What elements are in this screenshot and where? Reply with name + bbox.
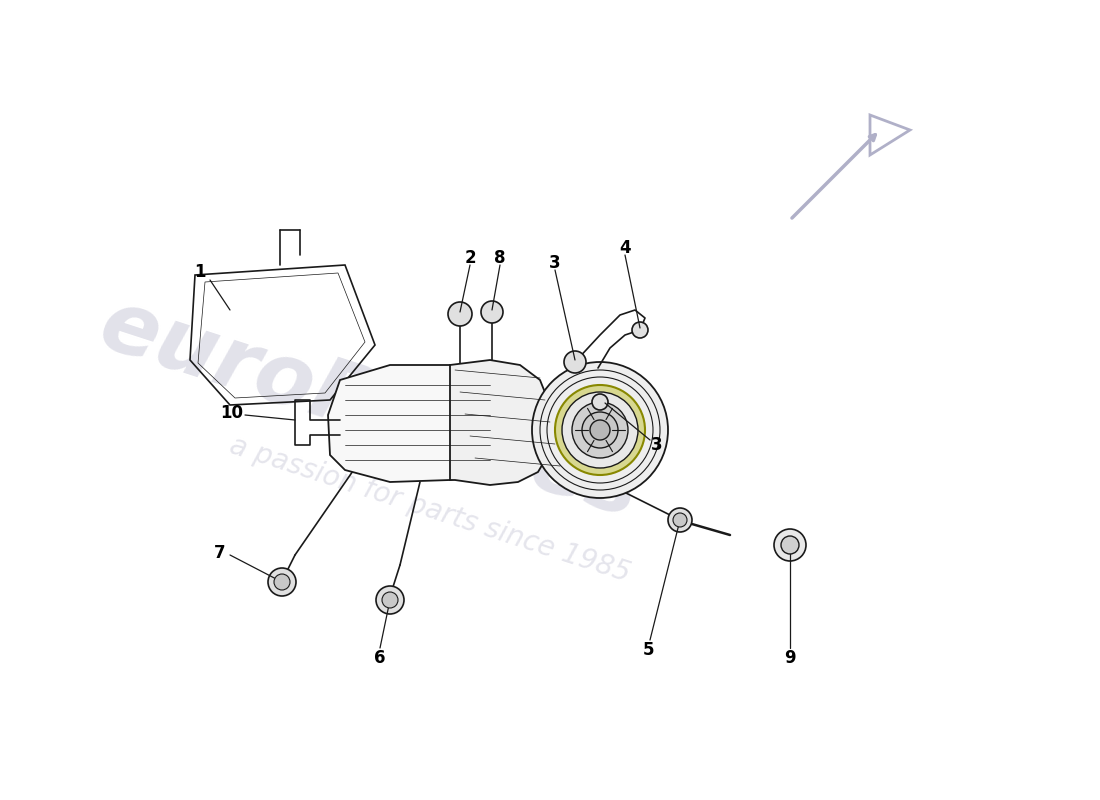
Circle shape — [274, 574, 290, 590]
Circle shape — [632, 322, 648, 338]
Circle shape — [376, 586, 404, 614]
Circle shape — [572, 402, 628, 458]
Circle shape — [562, 392, 638, 468]
Text: 10: 10 — [220, 404, 243, 422]
Circle shape — [448, 302, 472, 326]
Text: 6: 6 — [374, 649, 386, 667]
Circle shape — [781, 536, 799, 554]
Text: 3: 3 — [549, 254, 561, 272]
Text: 4: 4 — [619, 239, 630, 257]
Circle shape — [564, 351, 586, 373]
Circle shape — [382, 592, 398, 608]
Circle shape — [532, 362, 668, 498]
Text: euroPARTes: euroPARTes — [89, 283, 650, 537]
Text: a passion for parts since 1985: a passion for parts since 1985 — [227, 432, 634, 588]
Circle shape — [592, 394, 608, 410]
Circle shape — [268, 568, 296, 596]
Circle shape — [582, 412, 618, 448]
Circle shape — [556, 385, 645, 475]
Circle shape — [668, 508, 692, 532]
Circle shape — [590, 420, 610, 440]
Text: 7: 7 — [214, 544, 225, 562]
Text: 9: 9 — [784, 649, 795, 667]
Polygon shape — [450, 360, 548, 485]
Circle shape — [481, 301, 503, 323]
Circle shape — [673, 513, 688, 527]
Text: 8: 8 — [494, 249, 506, 267]
Polygon shape — [328, 365, 501, 482]
Circle shape — [774, 529, 806, 561]
Text: 2: 2 — [464, 249, 476, 267]
Text: 3: 3 — [651, 436, 663, 454]
Text: 5: 5 — [642, 641, 653, 659]
Text: 1: 1 — [195, 263, 206, 281]
